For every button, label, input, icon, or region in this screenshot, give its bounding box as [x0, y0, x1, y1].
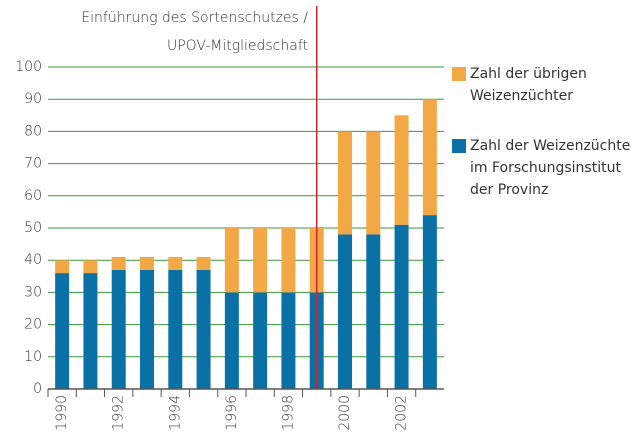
x-tick-label: 2000	[337, 395, 353, 431]
bar-segment	[224, 292, 239, 389]
bar-segment	[55, 273, 70, 389]
bar-segment	[422, 99, 437, 216]
legend-label: Zahl der übrigen Weizenzüchter	[470, 66, 587, 104]
bar-segment	[196, 256, 211, 270]
bar-segment	[366, 234, 381, 389]
y-tick-label: 20	[24, 317, 42, 333]
legend-swatch	[452, 139, 466, 153]
bar-segment	[168, 269, 183, 389]
y-tick-label: 30	[24, 284, 42, 300]
bar-segment	[253, 292, 268, 389]
bar-segment	[140, 256, 154, 270]
bar-segment	[253, 228, 268, 293]
bar-segment	[111, 269, 126, 389]
legend-swatch	[452, 67, 466, 81]
y-tick-label: 10	[24, 349, 42, 365]
bar-segment	[111, 256, 126, 270]
bar-segment	[281, 228, 296, 293]
x-tick-label: 1996	[224, 395, 240, 431]
y-tick-label: 40	[24, 252, 42, 268]
bar-segment	[338, 131, 352, 235]
bar-segment	[224, 228, 239, 293]
y-tick-label: 80	[24, 123, 42, 139]
legend-label: Zahl der Weizenzüchter im Forschungsinst…	[470, 138, 631, 198]
bar-segment	[83, 273, 98, 389]
bar-segment	[422, 215, 437, 389]
annotation: UPOV-Mitgliedschaft	[167, 38, 308, 54]
x-tick-label: 2002	[394, 395, 410, 431]
y-tick-label: 60	[24, 188, 42, 204]
bar-segment	[83, 260, 98, 274]
y-tick-label: 70	[24, 156, 42, 172]
bar-segment	[281, 292, 296, 389]
y-tick-label: 100	[15, 59, 42, 75]
y-tick-label: 50	[24, 220, 42, 236]
bar-segment	[140, 269, 154, 389]
y-tick-label: 90	[24, 91, 42, 107]
bar-segment	[196, 269, 211, 389]
bar-segment	[338, 234, 352, 389]
y-tick-label: 0	[33, 381, 42, 397]
bar-segment	[394, 115, 409, 225]
annotation: Einführung des Sortenschutzes /	[81, 10, 308, 26]
bar-segment	[55, 260, 70, 274]
x-tick-label: 1994	[167, 395, 183, 431]
bar-segment	[394, 224, 409, 389]
x-tick-label: 1992	[111, 395, 127, 431]
x-tick-label: 1998	[280, 395, 296, 431]
bar-segment	[366, 131, 381, 235]
x-tick-label: 1990	[54, 395, 70, 431]
bar-segment	[168, 256, 183, 270]
